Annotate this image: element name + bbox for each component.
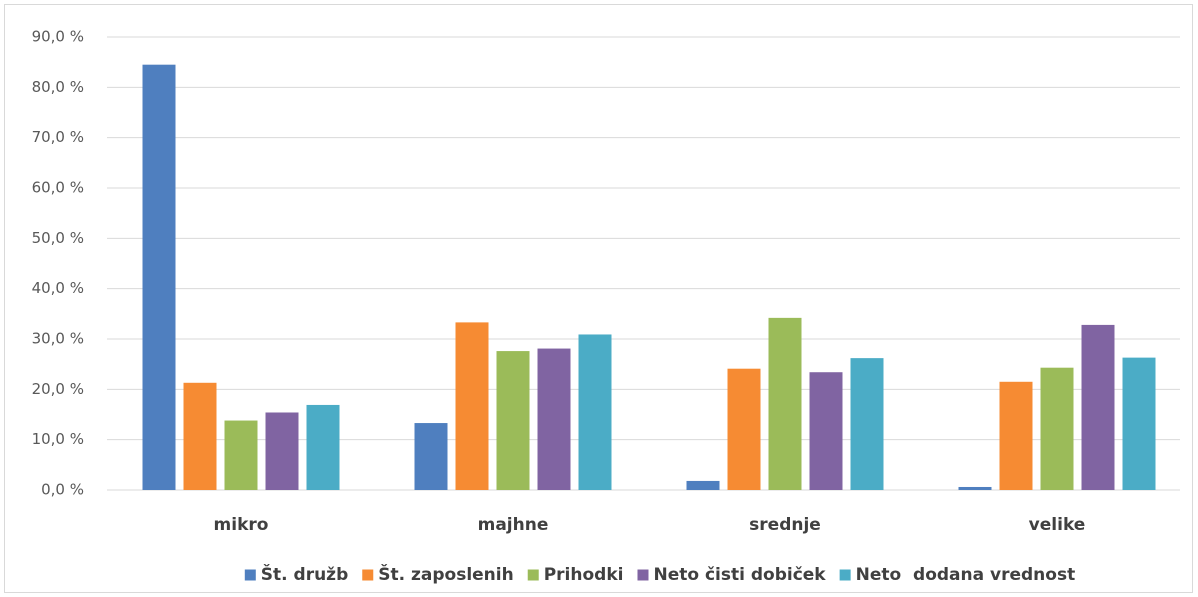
bar: [809, 372, 843, 490]
y-tick-label: 90,0 %: [32, 28, 84, 46]
y-tick-label: 0,0 %: [41, 481, 84, 499]
x-tick-label: velike: [1029, 515, 1086, 535]
bar: [1122, 357, 1156, 490]
legend-label: Neto dodana vrednost: [856, 565, 1076, 585]
bar: [999, 381, 1033, 490]
legend-label: Št. zaposlenih: [378, 563, 513, 585]
bar: [768, 317, 802, 490]
legend-swatch: [244, 569, 256, 581]
bar: [537, 348, 571, 490]
y-tick-label: 60,0 %: [32, 179, 84, 197]
bar: [578, 334, 612, 490]
bar: [306, 404, 340, 490]
bar: [850, 358, 884, 490]
y-tick-label: 20,0 %: [32, 380, 84, 398]
bar: [1040, 367, 1074, 490]
bar: [686, 480, 720, 490]
legend-swatch: [527, 569, 539, 581]
bar: [496, 351, 530, 490]
legend-label: Neto čisti dobiček: [653, 565, 826, 585]
legend-swatch: [839, 569, 851, 581]
legend-swatch: [637, 569, 649, 581]
y-tick-label: 40,0 %: [32, 279, 84, 297]
y-tick-label: 70,0 %: [32, 128, 84, 146]
y-tick-label: 50,0 %: [32, 229, 84, 247]
bar: [1081, 324, 1115, 490]
bar: [265, 412, 299, 490]
bar: [142, 64, 176, 490]
bar: [727, 368, 761, 490]
legend-label: Št. družb: [261, 563, 348, 585]
x-tick-label: mikro: [214, 515, 269, 535]
y-tick-label: 10,0 %: [32, 430, 84, 448]
x-tick-label: majhne: [478, 515, 549, 535]
legend-swatch: [362, 569, 374, 581]
bar: [455, 322, 489, 490]
chart-border: [4, 4, 1193, 593]
bar: [183, 382, 217, 490]
y-tick-label: 80,0 %: [32, 78, 84, 96]
bar: [958, 486, 992, 490]
legend-label: Prihodki: [544, 565, 624, 585]
y-tick-label: 30,0 %: [32, 330, 84, 348]
x-tick-label: srednje: [749, 515, 821, 535]
bar: [224, 420, 258, 490]
bar: [414, 423, 448, 490]
